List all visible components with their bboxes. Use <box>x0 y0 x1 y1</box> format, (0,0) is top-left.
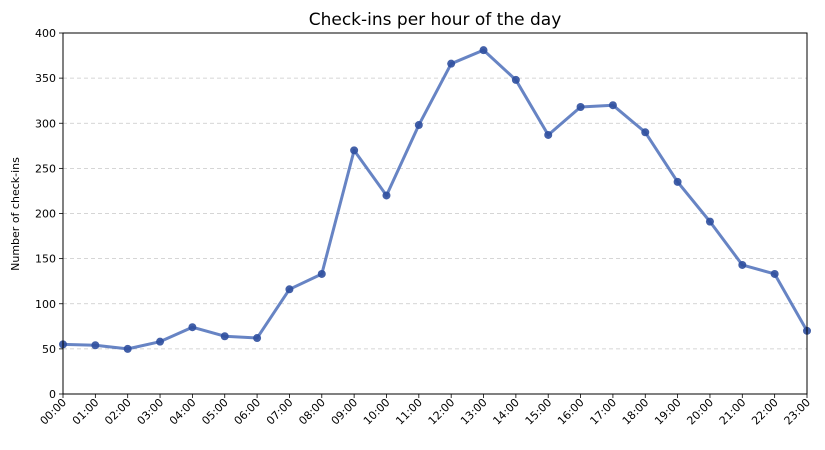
series-line <box>62 48 809 351</box>
x-tick-label: 23:00 <box>782 396 814 428</box>
y-tick-label: 150 <box>35 253 56 266</box>
x-tick-label: 12:00 <box>426 396 458 428</box>
x-tick-label: 21:00 <box>717 396 749 428</box>
y-tick-label: 50 <box>42 343 56 356</box>
data-point <box>220 332 229 341</box>
x-tick-label: 09:00 <box>329 396 361 428</box>
x-axis-ticks: 00:00 01:00 02:00 03:00 04:00 05:00 06:00 07:00… <box>38 394 814 428</box>
data-point <box>91 341 100 350</box>
x-tick-label: 08:00 <box>296 396 328 428</box>
data-point <box>770 269 779 278</box>
data-point <box>738 260 747 269</box>
x-tick-label: 14:00 <box>490 396 522 428</box>
data-point <box>123 344 132 353</box>
x-tick-label: 02:00 <box>102 396 134 428</box>
data-point <box>447 59 456 68</box>
data-point <box>479 46 488 55</box>
data-point <box>253 334 262 343</box>
data-point <box>544 130 553 139</box>
data-point <box>673 177 682 186</box>
data-point <box>382 191 391 200</box>
y-tick-label: 0 <box>49 388 56 401</box>
data-point <box>576 103 585 112</box>
data-point <box>511 75 520 84</box>
y-axis-label: Number of check-ins <box>9 157 22 271</box>
data-point <box>317 269 326 278</box>
chart-title: Check-ins per hour of the day <box>309 10 562 30</box>
x-tick-label: 18:00 <box>620 396 652 428</box>
grid-lines <box>63 77 807 350</box>
data-point <box>188 323 197 332</box>
x-tick-label: 19:00 <box>652 396 684 428</box>
data-point <box>705 217 714 226</box>
x-tick-label: 04:00 <box>167 396 199 428</box>
y-axis-ticks: 0 50 100 150 200 250 300 350 400 <box>35 27 63 401</box>
x-tick-label: 16:00 <box>555 396 587 428</box>
data-point <box>156 337 165 346</box>
data-point <box>414 121 423 130</box>
y-tick-label: 350 <box>35 72 56 85</box>
x-tick-label: 05:00 <box>199 396 231 428</box>
y-tick-label: 250 <box>35 162 56 175</box>
data-point <box>608 101 617 110</box>
x-tick-label: 17:00 <box>587 396 619 428</box>
x-tick-label: 06:00 <box>232 396 264 428</box>
x-tick-label: 11:00 <box>393 396 425 428</box>
data-point <box>641 128 650 137</box>
y-tick-label: 100 <box>35 298 56 311</box>
x-tick-label: 15:00 <box>523 396 555 428</box>
x-tick-label: 03:00 <box>135 396 167 428</box>
y-tick-label: 400 <box>35 27 56 40</box>
x-tick-label: 20:00 <box>684 396 716 428</box>
x-tick-label: 13:00 <box>458 396 490 428</box>
x-tick-label: 01:00 <box>70 396 102 428</box>
x-tick-label: 10:00 <box>361 396 393 428</box>
y-tick-label: 200 <box>35 208 56 221</box>
data-point <box>285 285 294 294</box>
plot-frame <box>62 32 808 395</box>
x-tick-label: 07:00 <box>264 396 296 428</box>
data-point <box>350 146 359 155</box>
series-group <box>59 46 811 353</box>
x-tick-label: 22:00 <box>749 396 781 428</box>
y-tick-label: 300 <box>35 117 56 130</box>
